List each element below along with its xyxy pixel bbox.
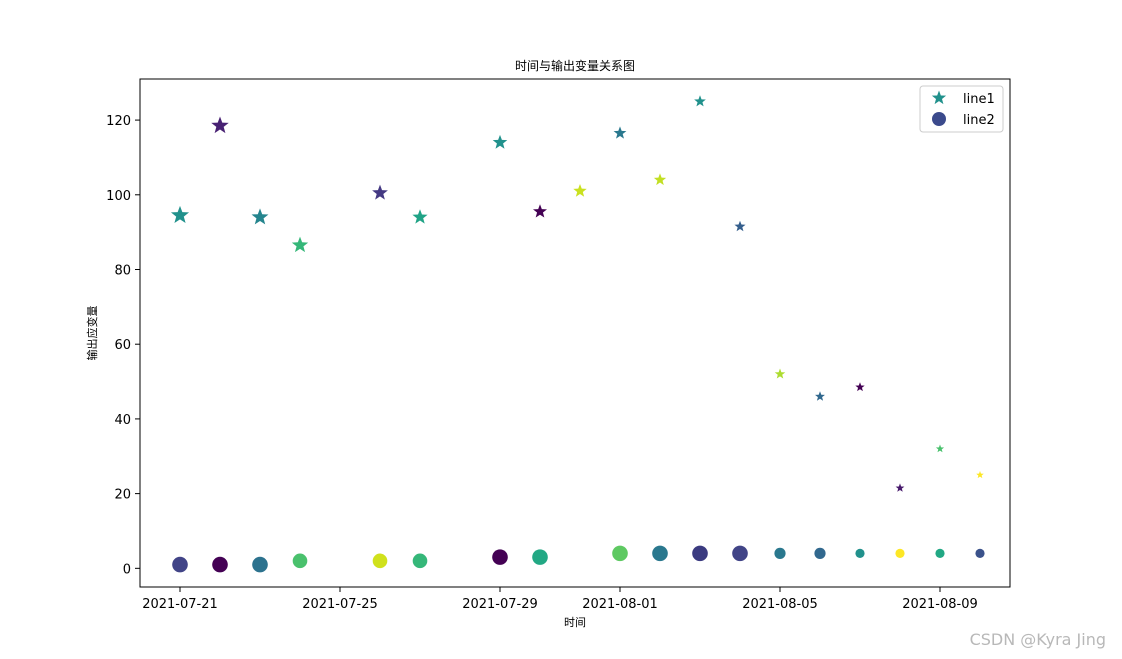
line1-point	[694, 95, 706, 107]
line1-point	[935, 444, 945, 453]
line1-point	[815, 391, 825, 401]
line2-point	[212, 556, 228, 573]
line1-point	[573, 184, 587, 197]
y-tick-label: 60	[114, 338, 131, 353]
plot-frame	[139, 78, 1011, 588]
legend-label: line2	[963, 113, 995, 128]
line1-point	[613, 126, 627, 139]
line1-point	[533, 204, 547, 218]
line1-point	[976, 470, 984, 479]
line1-point	[291, 236, 309, 253]
line2-point	[935, 548, 945, 558]
line2-point	[412, 553, 428, 569]
line1-point	[855, 382, 865, 392]
line1-point	[251, 208, 269, 225]
line1-point	[774, 368, 786, 379]
x-axis-label: 时间	[564, 616, 586, 629]
y-tick-label: 40	[114, 413, 131, 428]
line2-point	[492, 549, 508, 565]
legend-marker-line2	[932, 112, 946, 126]
legend-label: line1	[963, 92, 995, 107]
x-tick-label: 2021-07-21	[142, 597, 218, 612]
y-axis-label: 输出应变量	[85, 306, 99, 361]
line2-point	[895, 548, 905, 558]
x-tick-label: 2021-07-29	[462, 597, 538, 612]
legend: line1 line2	[919, 85, 1004, 133]
line1-point	[653, 173, 667, 186]
axis-ticks: 0 20 40 60 80 100 120 2021-07-21 2021-07-25 2021-…	[106, 114, 978, 612]
line2-point	[612, 545, 628, 562]
line1-point	[734, 220, 746, 232]
x-tick-label: 2021-07-25	[302, 597, 378, 612]
line2-point	[252, 556, 268, 573]
line2-point	[774, 547, 786, 559]
line2-point	[532, 549, 548, 565]
line1-point	[372, 184, 388, 200]
y-tick-label: 0	[123, 562, 131, 577]
line1-point	[170, 205, 190, 224]
y-tick-label: 80	[114, 264, 131, 279]
chart-title: 时间与输出变量关系图	[515, 58, 635, 73]
line2-point	[855, 548, 865, 558]
y-tick-label: 120	[106, 114, 131, 129]
chart-marks	[170, 95, 985, 573]
watermark: CSDN @Kyra Jing	[969, 630, 1106, 649]
line2-point	[975, 548, 985, 558]
line2-point	[814, 547, 826, 559]
y-tick-label: 100	[106, 189, 131, 204]
line2-point	[372, 553, 388, 569]
x-tick-label: 2021-08-09	[902, 597, 978, 612]
line1-point	[211, 116, 229, 134]
x-tick-label: 2021-08-05	[742, 597, 818, 612]
line2-point	[172, 556, 188, 573]
line2-point	[292, 553, 308, 569]
line2-point	[692, 545, 708, 562]
line1-point	[492, 134, 508, 149]
line1-point	[895, 483, 905, 492]
y-tick-label: 20	[114, 488, 131, 503]
line1-point	[412, 209, 428, 224]
legend-marker-line1	[931, 90, 947, 105]
x-tick-label: 2021-08-01	[582, 597, 658, 612]
line2-point	[732, 545, 748, 562]
line2-point	[652, 545, 668, 562]
